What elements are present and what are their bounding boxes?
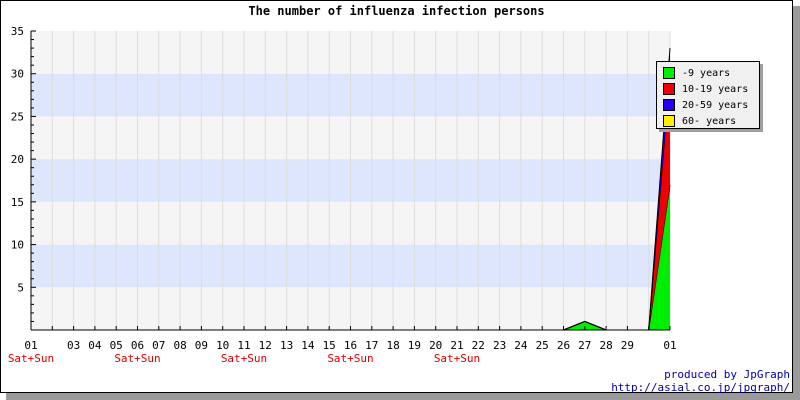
x-tick-label: 23 [493,339,506,352]
legend-swatch [663,83,675,95]
x-tick-label: 13 [280,339,293,352]
x-tick-label: 28 [599,339,612,352]
frame-shadow-right [793,6,800,400]
legend-item: 10-19 years [663,81,759,97]
x-tick-label: 09 [195,339,208,352]
x-tick-label: 07 [152,339,165,352]
x-tick-label: 06 [131,339,144,352]
x-tick-label: 26 [557,339,570,352]
x-tick-label: 19 [408,339,421,352]
legend-item: 20-59 years [663,97,759,113]
x-tick-label: 12 [259,339,272,352]
y-tick-label: 10 [11,239,24,252]
weekend-label: Sat+Sun [221,352,267,365]
legend-swatch [663,67,675,79]
x-tick-label: 01 [663,339,676,352]
legend-item: 60- years [663,113,759,129]
x-tick-label: 25 [536,339,549,352]
y-tick-label: 15 [11,196,24,209]
x-tick-label: 14 [301,339,315,352]
x-tick-label: 18 [386,339,399,352]
credit-line-1: produced by JpGraph [664,368,790,381]
y-tick-label: 25 [11,110,24,123]
x-tick-label: 17 [365,339,378,352]
chart-legend: -9 years 10-19 years 20-59 years 60- yea… [656,61,760,129]
x-tick-label: 03 [67,339,80,352]
x-tick-label: 29 [621,339,634,352]
weekend-label: Sat+Sun [114,352,160,365]
frame-shadow-bottom [6,393,800,400]
x-tick-label: 15 [323,339,336,352]
x-tick-label: 05 [110,339,123,352]
x-tick-label: 24 [514,339,528,352]
x-tick-label: 16 [344,339,357,352]
weekend-label: Sat+Sun [8,352,54,365]
y-tick-label: 30 [11,68,24,81]
weekend-label: Sat+Sun [327,352,373,365]
y-tick-label: 35 [11,25,24,38]
y-tick-label: 20 [11,153,24,166]
x-tick-label: 01 [24,339,37,352]
legend-swatch [663,99,675,111]
y-tick-label: 5 [17,281,24,294]
x-tick-label: 21 [450,339,463,352]
x-tick-label: 08 [173,339,186,352]
credit-line-2: http://asial.co.jp/jpgraph/ [611,381,790,394]
weekend-label: Sat+Sun [434,352,480,365]
legend-label: 20-59 years [682,99,749,111]
legend-label: -9 years [682,67,731,79]
x-tick-label: 22 [472,339,485,352]
x-tick-label: 11 [237,339,250,352]
chart-title: The number of influenza infection person… [248,4,545,18]
legend-label: 10-19 years [682,83,749,95]
legend-item: -9 years [663,65,759,81]
x-tick-label: 27 [578,339,591,352]
x-tick-label: 10 [216,339,229,352]
legend-label: 60- years [682,115,737,127]
x-tick-label: 04 [88,339,102,352]
legend-swatch [663,115,675,127]
x-tick-label: 20 [429,339,442,352]
